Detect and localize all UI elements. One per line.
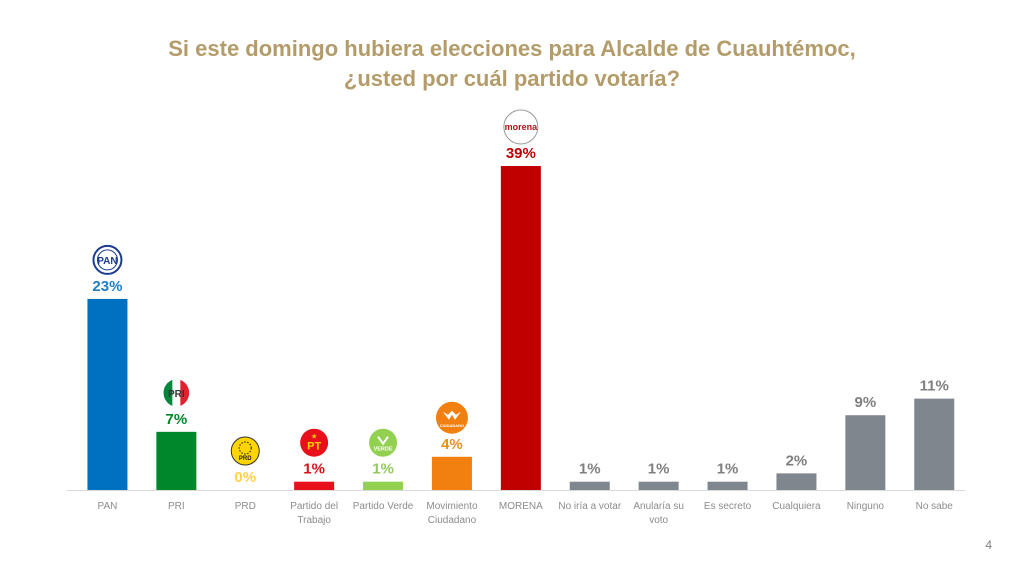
chart-title-line-1: Si este domingo hubiera elecciones para … — [168, 36, 856, 61]
mc-logo-icon: CIUDADANO — [435, 401, 468, 434]
value-label-prd: 0% — [234, 469, 256, 486]
value-label-anularia-su-voto: 1% — [648, 461, 670, 478]
svg-text:PRI: PRI — [168, 389, 185, 400]
category-label-partido-verde: Partido Verde — [353, 501, 414, 512]
prd-logo-icon: PRD — [230, 436, 260, 466]
value-label-pri: 7% — [166, 411, 188, 428]
bar-pan — [87, 298, 128, 490]
bar-es-secreto — [707, 481, 748, 490]
morena-logo-icon: morena — [503, 109, 539, 145]
svg-text:PAN: PAN — [97, 256, 117, 267]
svg-text:★: ★ — [311, 433, 317, 441]
bar-movimiento-ciudadano — [431, 456, 472, 490]
category-label-pan: PAN — [98, 501, 118, 512]
page-number: 4 — [985, 538, 992, 552]
category-label-prd: PRD — [235, 501, 256, 512]
category-label-partido-del-trabajo: Trabajo — [297, 515, 331, 526]
value-label-pan: 23% — [92, 278, 122, 295]
svg-text:morena: morena — [505, 122, 539, 132]
value-label-no-sabe: 11% — [920, 378, 949, 395]
pri-logo-icon: PRI — [162, 378, 191, 407]
bar-cualquiera — [776, 473, 817, 490]
bar-morena — [500, 166, 541, 490]
category-label-movimiento-ciudadano: Movimiento — [426, 501, 478, 512]
svg-text:PT: PT — [307, 441, 321, 453]
bar-no-iria-a-votar — [569, 481, 610, 490]
category-label-anularia-su-voto: voto — [649, 515, 668, 526]
pt-logo-icon: ★PT — [300, 428, 329, 457]
category-label-ninguno: Ninguno — [847, 501, 885, 512]
value-label-ninguno: 9% — [855, 394, 877, 411]
bar-anularia-su-voto — [638, 481, 679, 490]
bar-ninguno — [845, 415, 886, 490]
svg-text:VERDE: VERDE — [374, 447, 393, 453]
category-label-no-sabe: No sabe — [916, 501, 954, 512]
value-label-morena: 39% — [506, 145, 536, 162]
value-label-partido-del-trabajo: 1% — [303, 461, 325, 478]
category-label-cualquiera: Cualquiera — [772, 501, 821, 512]
chart-title-line-2: ¿usted por cuál partido votaría? — [343, 66, 681, 91]
value-label-partido-verde: 1% — [372, 461, 394, 478]
category-label-morena: MORENA — [499, 501, 543, 512]
category-label-pri: PRI — [168, 501, 185, 512]
value-label-no-iria-a-votar: 1% — [579, 461, 601, 478]
value-label-es-secreto: 1% — [717, 461, 739, 478]
category-label-partido-del-trabajo: Partido del — [290, 501, 338, 512]
category-label-es-secreto: Es secreto — [704, 501, 752, 512]
value-label-movimiento-ciudadano: 4% — [441, 436, 463, 453]
verde-logo-icon: VERDE — [369, 428, 398, 457]
value-label-cualquiera: 2% — [786, 452, 808, 469]
category-label-no-iria-a-votar: No iría a votar — [558, 501, 621, 512]
chart-title: Si este domingo hubiera elecciones para … — [0, 34, 1024, 94]
bar-partido-del-trabajo — [294, 481, 335, 490]
bar-partido-verde — [363, 481, 404, 490]
category-label-movimiento-ciudadano: Ciudadano — [428, 515, 477, 526]
bar-no-sabe — [914, 398, 955, 490]
svg-text:CIUDADANO: CIUDADANO — [440, 423, 464, 428]
bar-pri — [156, 431, 197, 490]
category-label-anularia-su-voto: Anularía su — [633, 501, 684, 512]
pan-logo-icon: PAN — [92, 244, 123, 275]
svg-text:PRD: PRD — [239, 456, 252, 462]
